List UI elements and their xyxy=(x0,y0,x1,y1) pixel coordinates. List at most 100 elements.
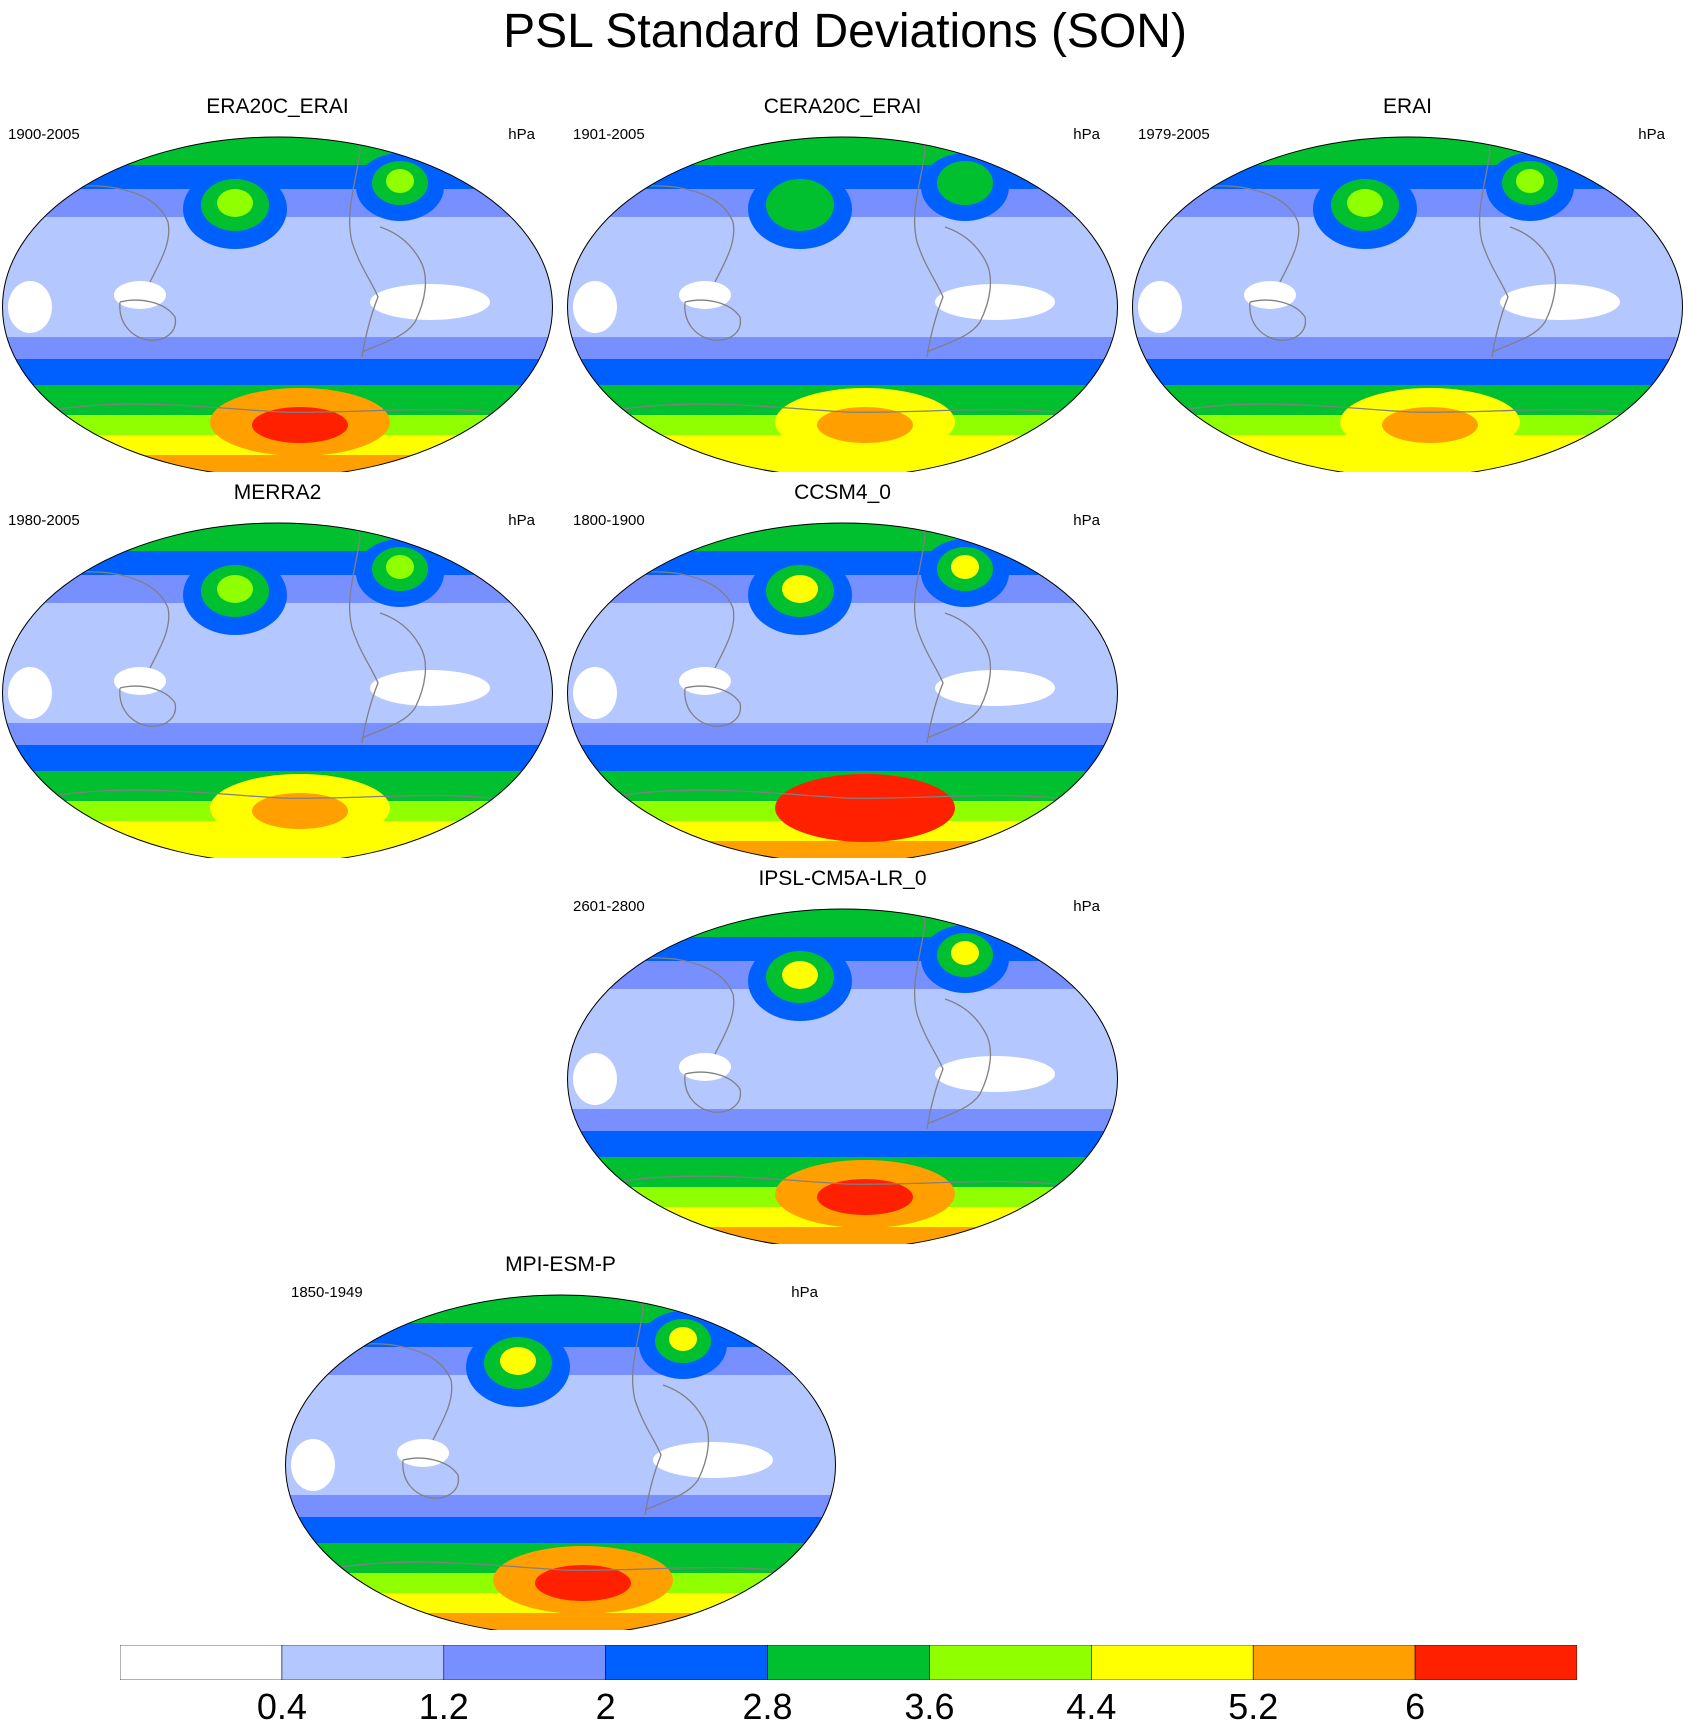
field-band-north-polar xyxy=(567,909,1118,937)
colorbar-swatch xyxy=(1091,1645,1254,1680)
panel-years: 1900-2005 xyxy=(8,126,80,143)
coastline xyxy=(361,612,427,739)
colorbar-tick-label: 2.8 xyxy=(742,1686,793,1727)
coastline xyxy=(299,523,379,744)
coastline xyxy=(39,789,511,801)
field-band-north-polar xyxy=(567,523,1118,551)
map-canvas xyxy=(2,522,553,858)
low-variability-patch xyxy=(573,281,617,333)
coastline xyxy=(39,403,511,415)
panel-units: hPa xyxy=(1073,126,1100,143)
coastline xyxy=(604,1175,1076,1187)
low-variability-patch xyxy=(291,1439,335,1491)
low-variability-patch xyxy=(573,1053,617,1105)
north-pacific-lobe-core xyxy=(782,961,818,989)
colorbar-tick-label: 0.4 xyxy=(256,1686,307,1727)
low-variability-patch xyxy=(935,284,1055,320)
north-pacific-lobe-core xyxy=(1347,189,1383,217)
field-band-north-polar xyxy=(567,137,1118,165)
north-pacific-lobe-core xyxy=(217,189,253,217)
low-variability-patch xyxy=(370,284,490,320)
map-boundary xyxy=(2,136,553,472)
panel-title: MERRA2 xyxy=(233,481,322,504)
coastline xyxy=(1491,226,1557,353)
panel-title: ERA20C_ERAI xyxy=(206,95,349,118)
map-panel-ipsl-cm5a-lr-0: IPSL-CM5A-LR_0 2601-2800 hPa xyxy=(565,864,1120,1244)
coastline xyxy=(864,909,944,1130)
map-panel-merra2: MERRA2 1980-2005 hPa xyxy=(0,478,555,858)
low-variability-patch xyxy=(8,667,52,719)
colorbar-swatch xyxy=(605,1645,768,1680)
colorbar-tick-label: 5.2 xyxy=(1228,1686,1279,1727)
map-boundary xyxy=(2,522,553,858)
south-pacific-maximum-core xyxy=(1382,407,1478,443)
panel-units: hPa xyxy=(508,512,535,529)
colorbar-swatch xyxy=(1252,1645,1416,1680)
map-canvas xyxy=(567,136,1118,472)
map-panel-era20c-erai: ERA20C_ERAI 1900-2005 hPa xyxy=(0,92,555,472)
colorbar-tick-label: 4.4 xyxy=(1066,1686,1117,1727)
colorbar-swatch xyxy=(281,1645,445,1680)
south-pacific-maximum-core xyxy=(535,1565,631,1601)
low-variability-patch xyxy=(935,670,1055,706)
north-atlantic-lobe-core xyxy=(1516,169,1544,193)
north-atlantic-lobe-core xyxy=(386,555,414,579)
colorbar-swatch xyxy=(929,1645,1092,1680)
coastline xyxy=(926,998,992,1125)
continent-outlines xyxy=(1149,137,1641,415)
colorbar-swatches xyxy=(120,1645,1577,1680)
low-variability-patch xyxy=(1138,281,1182,333)
north-atlantic-lobe-core xyxy=(386,169,414,193)
coastline xyxy=(864,137,944,358)
north-atlantic-lobe-core xyxy=(669,1327,697,1351)
map-canvas xyxy=(567,522,1118,858)
panel-title: IPSL-CM5A-LR_0 xyxy=(758,867,927,890)
field-band-antarctic-core xyxy=(2,455,553,472)
coastline xyxy=(644,1384,710,1511)
north-atlantic-lobe xyxy=(937,161,993,205)
panel-units: hPa xyxy=(1073,898,1100,915)
low-variability-patch xyxy=(573,667,617,719)
coastline xyxy=(402,1457,460,1499)
coastline xyxy=(604,789,1076,801)
coastline xyxy=(864,523,944,744)
colorbar-swatch xyxy=(443,1645,606,1680)
field-band-north-polar xyxy=(285,1295,836,1323)
continent-outlines xyxy=(302,1295,794,1573)
map-canvas xyxy=(285,1294,836,1630)
coastline xyxy=(684,685,742,727)
map-panel-mpi-esm-p: MPI-ESM-P 1850-1949 hPa xyxy=(283,1250,838,1630)
figure-title: PSL Standard Deviations (SON) xyxy=(503,5,1187,58)
panel-title: CCSM4_0 xyxy=(794,481,891,504)
panel-years: 1979-2005 xyxy=(1138,126,1210,143)
panel-years: 1850-1949 xyxy=(291,1284,363,1301)
map-boundary xyxy=(285,1294,836,1630)
map-boundary xyxy=(1132,136,1683,472)
map-panel-ccsm4-0: CCSM4_0 1800-1900 hPa xyxy=(565,478,1120,858)
north-atlantic-lobe-core xyxy=(951,555,979,579)
coastline xyxy=(926,612,992,739)
coastline xyxy=(684,1071,742,1113)
continent-outlines xyxy=(584,137,1076,415)
colorbar-tick-label: 2 xyxy=(595,1686,616,1727)
map-boundary xyxy=(567,522,1118,858)
south-pacific-maximum-core xyxy=(817,407,913,443)
map-canvas xyxy=(567,908,1118,1244)
south-pacific-maximum-core xyxy=(252,407,348,443)
panel-years: 2601-2800 xyxy=(573,898,645,915)
coastline xyxy=(361,226,427,353)
panel-title: ERAI xyxy=(1382,95,1432,118)
field-band-antarctic-core xyxy=(567,841,1118,858)
coastline xyxy=(604,403,1076,415)
field-band-antarctic-core xyxy=(567,1227,1118,1244)
coastline xyxy=(119,685,177,727)
colorbar-tick-label: 6 xyxy=(1405,1686,1426,1727)
south-pacific-maximum-core xyxy=(252,793,348,829)
panel-units: hPa xyxy=(791,1284,818,1301)
low-variability-patch xyxy=(1500,284,1620,320)
map-boundary xyxy=(567,908,1118,1244)
north-atlantic-lobe-core xyxy=(951,941,979,965)
low-variability-patch xyxy=(935,1056,1055,1092)
panel-title: CERA20C_ERAI xyxy=(763,95,922,118)
colorbar-swatch xyxy=(767,1645,930,1680)
